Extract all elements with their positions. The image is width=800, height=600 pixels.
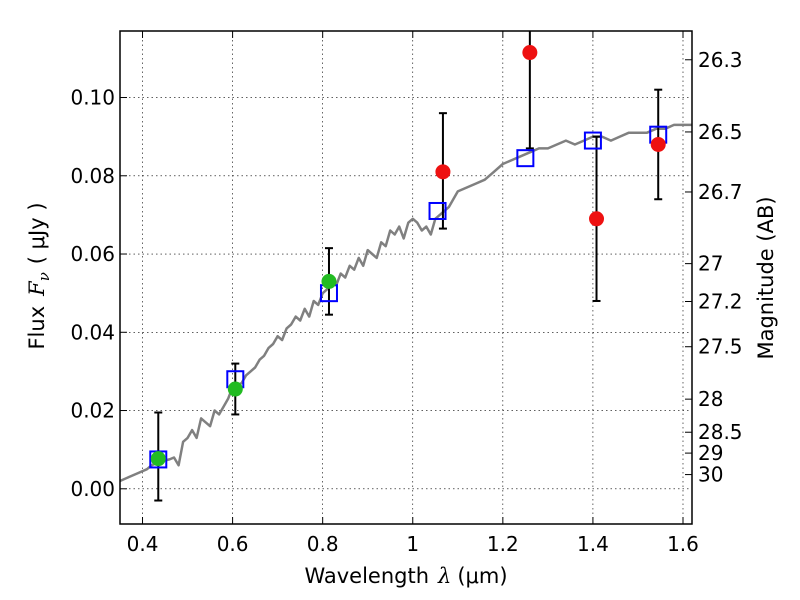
x-tick-label: 1.4 [577,532,609,556]
data-markers [149,45,668,469]
y2-tick-label: 29 [698,441,723,465]
x-tick-label: 0.8 [307,532,339,556]
y2-tick-label: 27 [698,252,723,276]
observed-flux-point [589,211,605,227]
y2-tick-label: 28 [698,387,723,411]
observed-flux-point [321,273,337,289]
x-tick-label: 1.2 [487,532,519,556]
y-tick-label: 0.10 [70,86,115,110]
y2-tick-label: 26.3 [698,48,743,72]
model-photometry-square [428,201,447,220]
y-axis-label-unit: ( μJy ) [25,202,49,264]
x-axis-label-text: Wavelength [304,564,429,588]
grid [120,31,692,524]
axis-ticks: 0.4 0.6 0.8 1 1.2 1.4 1.6 0.00 0.02 0.04 0.06 0.08 0… [70,31,743,556]
y-axis-label-text: Flux [25,306,49,350]
y2-tick-label: 30 [698,463,723,487]
model-spectrum-line [119,123,692,483]
x-tick-label: 0.6 [217,532,249,556]
y-tick-label: 0.08 [70,164,115,188]
observed-flux-point [650,136,666,152]
x-tick-label: 1.6 [667,532,699,556]
y2-tick-label: 27.5 [698,335,743,359]
y-axis-label-symbol: F [25,280,49,297]
model-spectrum [119,123,692,483]
model-photometry-square [516,149,535,168]
y2-tick-label: 26.7 [698,180,743,204]
observed-flux-point [227,381,243,397]
y-tick-label: 0.02 [70,399,115,423]
y-tick-label: 0.04 [70,320,115,344]
y-tick-label: 0.00 [70,477,115,501]
observed-flux-point [150,451,166,467]
x-tick-label: 1 [406,532,419,556]
y-tick-label: 0.06 [70,242,115,266]
error-bars [154,31,663,502]
x-axis-label-unit: (μm) [457,564,507,588]
model-photometry-square [583,131,602,150]
y2-tick-label: 26.5 [698,120,743,144]
x-axis-label: Wavelength λ (μm) [304,564,507,588]
observed-flux-point [522,45,538,61]
plot-frame [119,30,693,525]
y-axis-label: Flux Fν ( μJy ) [25,202,53,349]
y2-tick-label: 27.2 [698,290,743,314]
y2-tick-label: 28.5 [698,420,743,444]
observed-flux-point [435,164,451,180]
x-tick-label: 0.4 [127,532,159,556]
y-axis-label-subscript: ν [35,272,53,281]
y2-axis-label: Magnitude (AB) [754,196,778,359]
x-axis-label-symbol: λ [437,564,451,588]
